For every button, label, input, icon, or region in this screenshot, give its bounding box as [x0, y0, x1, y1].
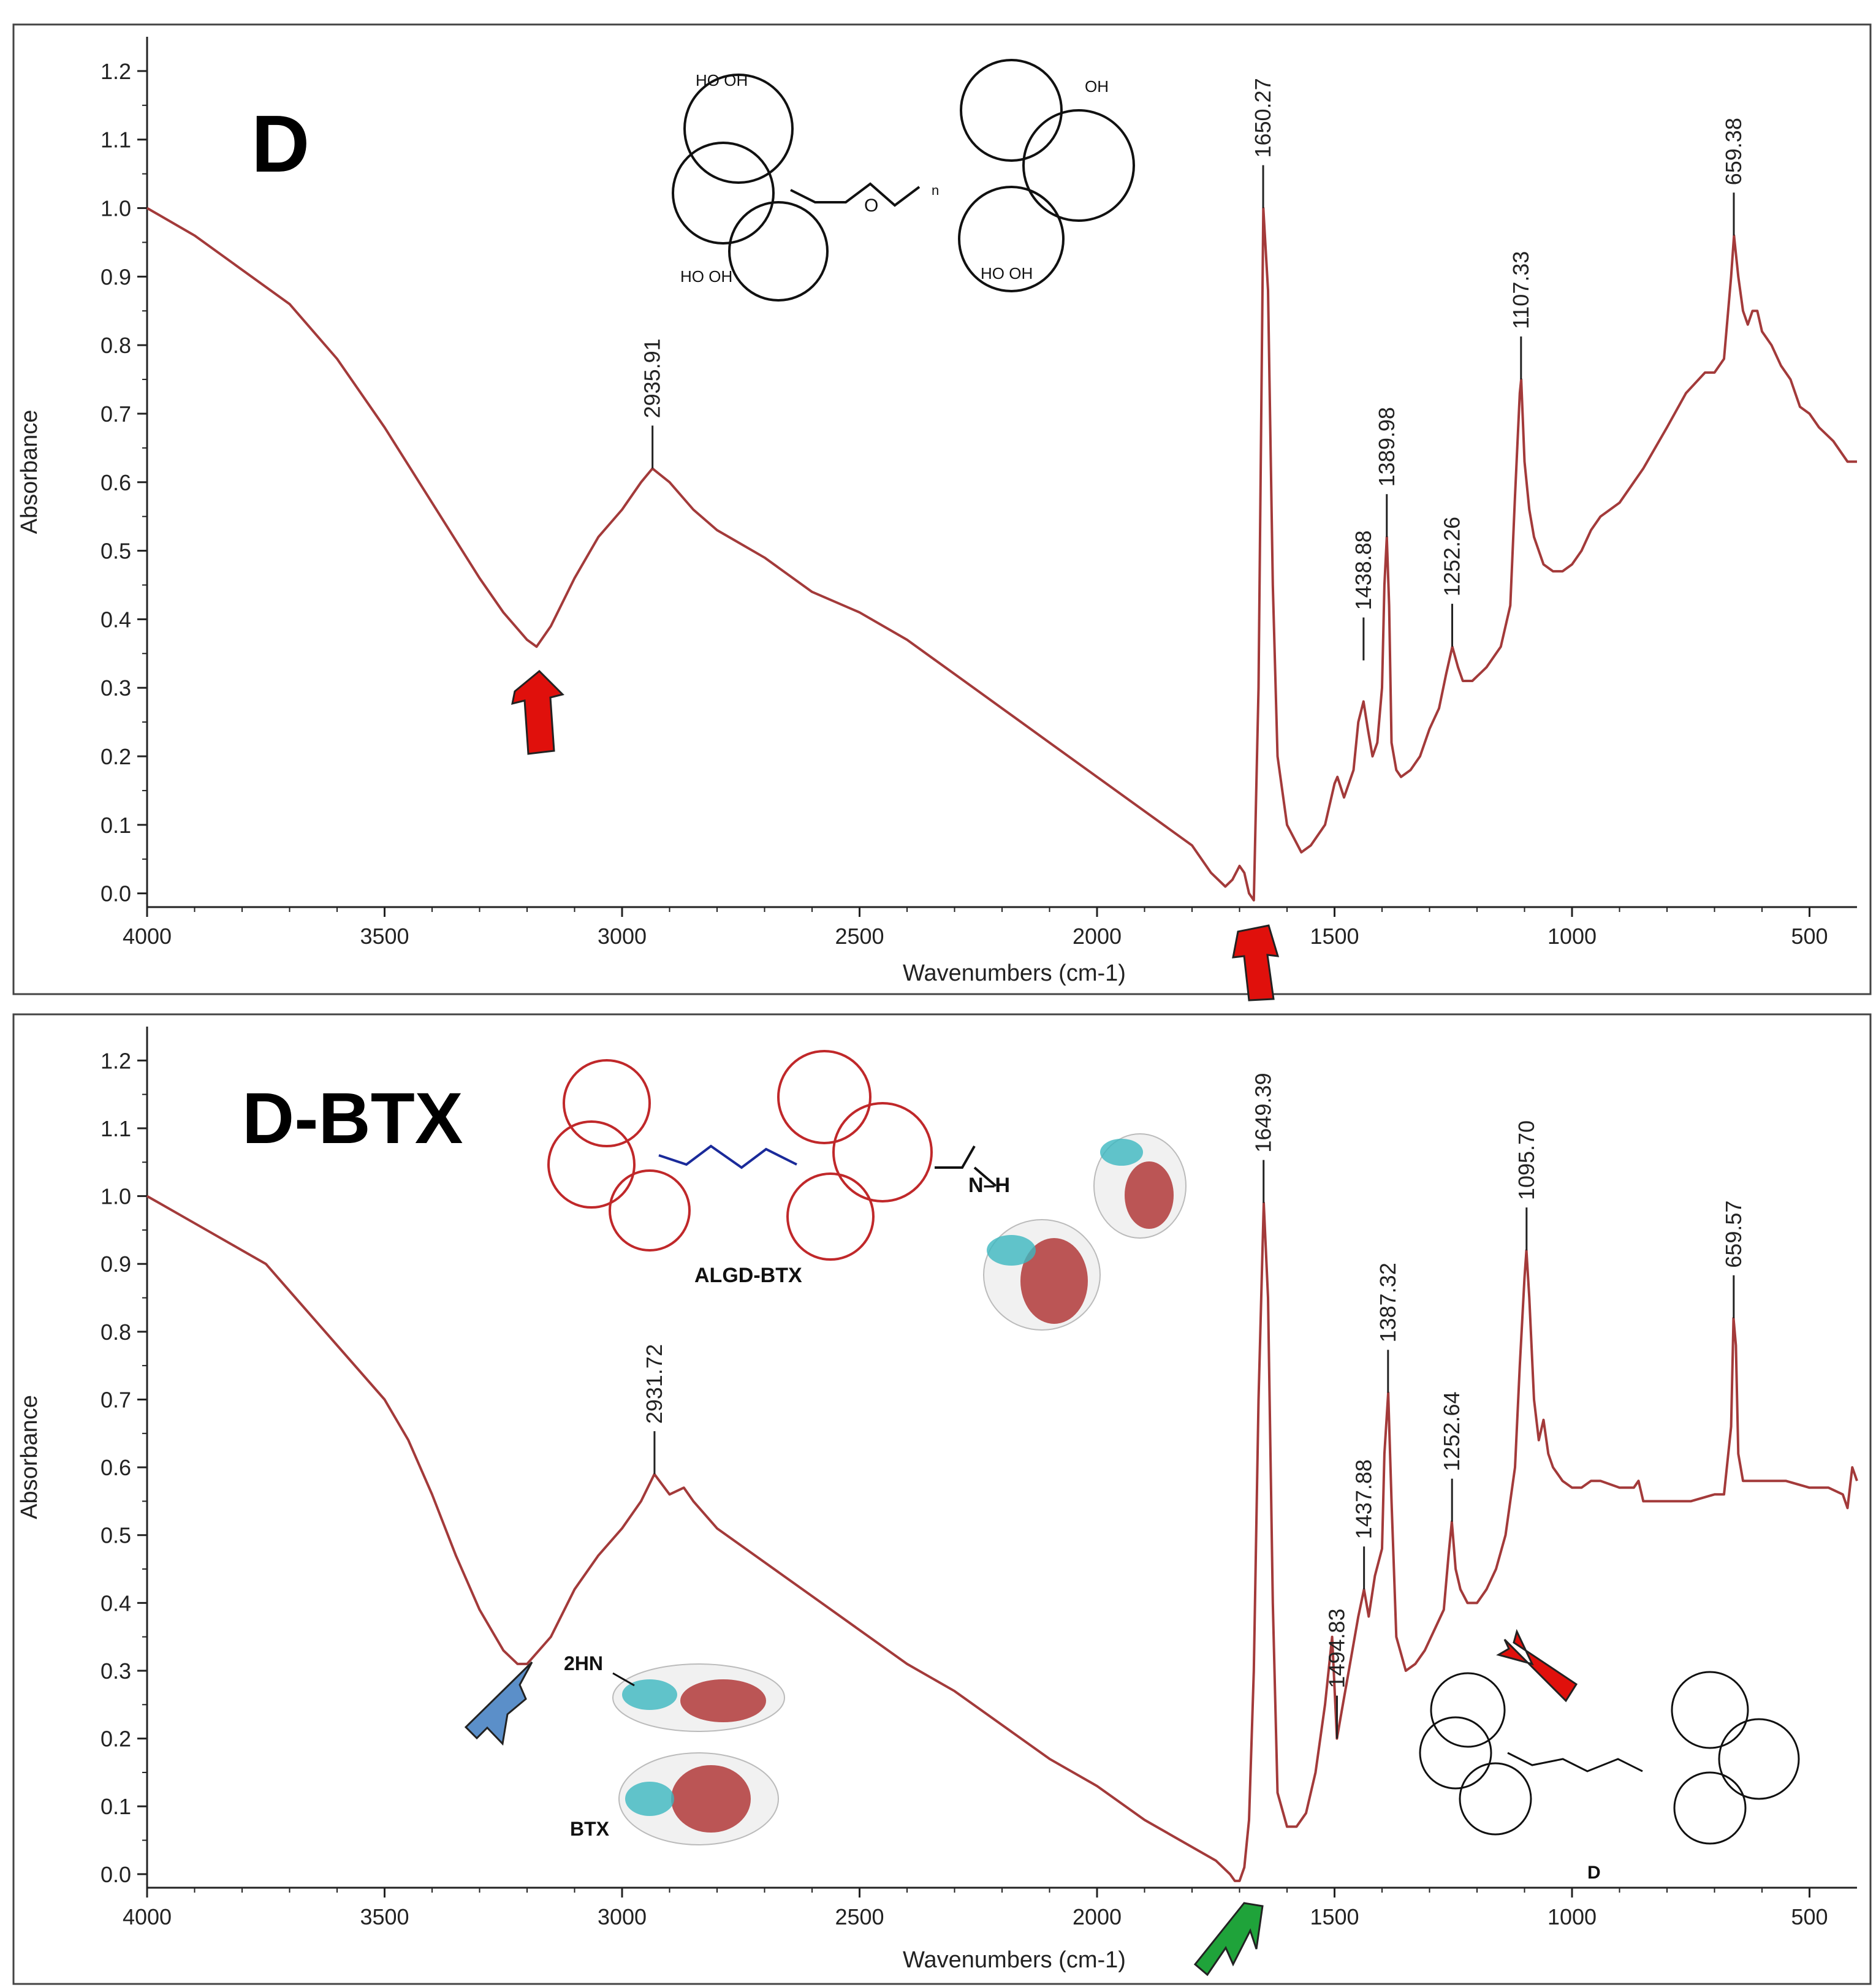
red-arrow-icon — [1496, 1628, 1578, 1703]
y-tick-label: 1.1 — [101, 1116, 131, 1141]
peak-label: 2931.72 — [642, 1344, 667, 1424]
svg-text:HO OH: HO OH — [696, 71, 748, 89]
x-tick-label: 4000 — [123, 924, 172, 949]
svg-text:O: O — [864, 196, 878, 216]
y-tick-label: 1.0 — [101, 196, 131, 221]
algd-btx-label: ALGD-BTX — [694, 1264, 802, 1287]
y-tick-label: 0.4 — [101, 1590, 131, 1616]
x-tick-label: 1500 — [1310, 1904, 1359, 1929]
x-tick-label: 3000 — [598, 1904, 647, 1929]
peak-label: 1650.27 — [1250, 78, 1275, 158]
y-tick-label: 1.2 — [101, 59, 131, 84]
peak-label: 1387.32 — [1375, 1263, 1400, 1342]
peak-label: 1649.39 — [1251, 1073, 1276, 1152]
panel-d-ylabel: Absorbance — [17, 410, 42, 534]
peak-label: 2935.91 — [640, 338, 665, 418]
svg-text:OH: OH — [1085, 77, 1109, 96]
dendrimer-d-structure-drawing: O n HO OH HO OH HO OH OH — [672, 59, 1135, 302]
svg-text:HO OH: HO OH — [680, 267, 732, 286]
y-tick-label: 0.1 — [101, 1794, 131, 1819]
peak-label: 659.57 — [1721, 1201, 1746, 1268]
peak-label: 1095.70 — [1514, 1120, 1539, 1200]
svg-text:HO OH: HO OH — [981, 264, 1033, 283]
spectrum-line — [146, 1195, 1858, 1882]
peak-label: 1437.88 — [1351, 1459, 1377, 1539]
d-label: D — [1587, 1863, 1601, 1883]
btx-label: BTX — [570, 1818, 610, 1840]
2hn-label: 2HN — [564, 1652, 603, 1674]
algd-btx-structure-drawing: N–H ALGD-BTX — [547, 1050, 1010, 1287]
y-tick-label: 1.1 — [101, 127, 131, 153]
y-tick-label: 0.0 — [101, 881, 131, 906]
y-tick-label: 0.5 — [101, 1523, 131, 1548]
panel-d-curve-group — [146, 207, 1857, 902]
y-tick-label: 0.6 — [101, 470, 131, 495]
y-tick-label: 0.2 — [101, 1727, 131, 1752]
x-tick-label: 1500 — [1310, 924, 1359, 949]
btx-protein-image-top — [983, 1133, 1187, 1331]
spectrum-line — [146, 207, 1857, 902]
peak-label: 1438.88 — [1351, 530, 1376, 610]
y-tick-label: 1.0 — [101, 1184, 131, 1209]
y-tick-label: 0.8 — [101, 1320, 131, 1345]
y-tick-label: 0.8 — [101, 333, 131, 358]
x-tick-label: 3000 — [598, 924, 647, 949]
y-tick-label: 0.3 — [101, 675, 131, 701]
panel-d-xlabel: Wavenumbers (cm-1) — [903, 960, 1126, 986]
panel-d-btx: 0.00.10.20.30.40.50.60.70.80.91.01.11.2 … — [12, 1013, 1872, 1985]
peak-label: 1252.26 — [1439, 517, 1464, 596]
y-tick-label: 0.2 — [101, 744, 131, 769]
x-tick-label: 500 — [1791, 1904, 1828, 1929]
green-arrow-icon — [1193, 1902, 1264, 1977]
dendrimer-d-small-drawing: D — [1419, 1671, 1800, 1883]
panel-d-frame — [12, 23, 1872, 995]
x-tick-label: 2000 — [1073, 1904, 1122, 1929]
y-tick-label: 0.3 — [101, 1658, 131, 1684]
nh-label: N–H — [968, 1174, 1010, 1197]
panel-d-btx-yticks: 0.0 0.1 0.2 0.3 0.4 0.5 0.6 0.7 0.8 0.9 1.0 1.1 1.2 — [101, 1048, 147, 1887]
svg-text:n: n — [932, 183, 939, 198]
peak-label: 1494.83 — [1324, 1608, 1350, 1688]
y-tick-label: 0.5 — [101, 539, 131, 564]
panel-d-btx-peaks-group: 2931.72 1649.39 1494.83 1437.88 1387.32 1252.… — [642, 1073, 1746, 1739]
x-tick-label: 1000 — [1548, 924, 1597, 949]
y-tick-label: 0.6 — [101, 1455, 131, 1480]
x-tick-label: 3500 — [360, 1904, 409, 1929]
panel-d-btx-curve-group — [146, 1195, 1858, 1882]
panel-d: 0.00.10.20.30.40.50.60.70.80.91.01.11.2 … — [12, 23, 1872, 1001]
y-tick-label: 0.7 — [101, 1387, 131, 1412]
red-arrow-icon — [1232, 924, 1280, 1001]
y-tick-label: 0.1 — [101, 813, 131, 838]
y-tick-label: 0.9 — [101, 1252, 131, 1277]
peak-label: 1252.64 — [1439, 1391, 1464, 1471]
y-tick-label: 1.2 — [101, 1048, 131, 1073]
x-tick-label: 2000 — [1073, 924, 1122, 949]
panel-d-title: D — [251, 99, 310, 189]
btx-protein-image-bottom: 2HN BTX — [564, 1652, 785, 1845]
y-tick-label: 0.4 — [101, 607, 131, 632]
panel-d-btx-xlabel: Wavenumbers (cm-1) — [903, 1947, 1126, 1973]
panel-d-btx-xticks: 4000 3500 3000 2500 2000 1500 1000 500 — [123, 1888, 1828, 1929]
x-tick-label: 500 — [1791, 924, 1828, 949]
x-tick-label: 1000 — [1548, 1904, 1597, 1929]
panel-d-btx-frame — [12, 1013, 1872, 1985]
panel-d-btx-title: D-BTX — [242, 1078, 463, 1159]
blue-arrow-icon — [464, 1661, 533, 1746]
y-tick-label: 0.7 — [101, 401, 131, 427]
panel-d-yticks: 0.0 0.1 0.2 0.3 0.4 0.5 0.6 0.7 0.8 0.9 1.0 1.1 1.2 — [101, 59, 147, 906]
x-tick-label: 3500 — [360, 924, 409, 949]
red-arrow-icon — [511, 669, 564, 755]
x-tick-label: 4000 — [123, 1904, 172, 1929]
peak-label: 1107.33 — [1508, 251, 1533, 329]
panel-d-btx-ylabel: Absorbance — [17, 1395, 42, 1519]
panel-d-peaks-group: 2935.91 1650.27 1438.88 1389.98 1252.26 1107.… — [640, 78, 1746, 661]
peak-label: 1389.98 — [1374, 407, 1399, 487]
x-tick-label: 2500 — [835, 924, 884, 949]
x-tick-label: 2500 — [835, 1904, 884, 1929]
peak-label: 659.38 — [1721, 118, 1746, 185]
panel-d-xticks: 4000 3500 3000 2500 2000 1500 1000 500 — [123, 907, 1828, 949]
y-tick-label: 0.0 — [101, 1862, 131, 1887]
y-tick-label: 0.9 — [101, 264, 131, 289]
